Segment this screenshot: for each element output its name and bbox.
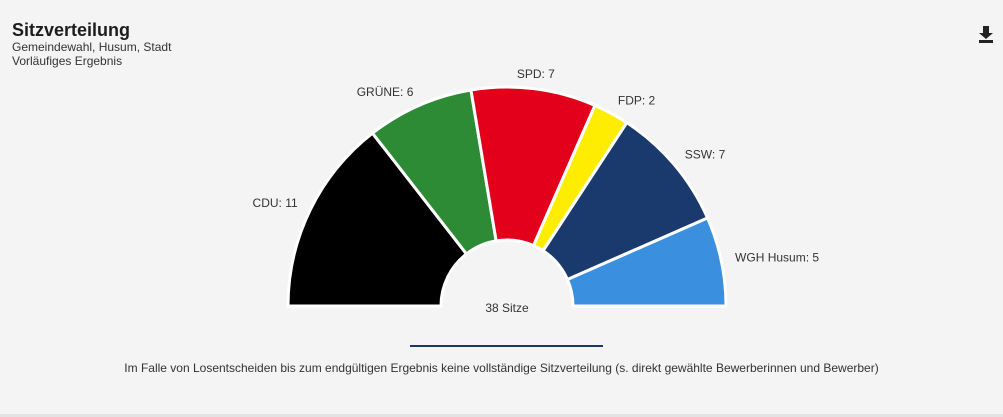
slice-ssw[interactable]	[541, 120, 710, 282]
chart-title: Sitzverteilung	[12, 20, 131, 40]
slice-label-grüne: GRÜNE: 6	[357, 85, 414, 99]
divider-line	[410, 345, 603, 347]
download-icon-glyph	[979, 26, 993, 43]
center-label: 38 Sitze	[485, 301, 529, 315]
chart-subtitle-status: Vorläufiges Ergebnis	[12, 54, 123, 68]
slice-label-ssw: SSW: 7	[685, 148, 726, 162]
slice-label-cdu: CDU: 11	[253, 196, 298, 210]
slice-label-spd: SPD: 7	[517, 67, 555, 81]
chart-subtitle-election: Gemeindewahl, Husum, Stadt	[12, 40, 172, 54]
footnote: Im Falle von Losentscheiden bis zum endg…	[124, 361, 879, 375]
slice-wgh-husum[interactable]	[565, 216, 728, 308]
slice-cdu[interactable]	[286, 131, 469, 308]
slice-label-fdp: FDP: 2	[618, 93, 656, 107]
download-icon[interactable]	[977, 24, 995, 44]
slice-spd[interactable]	[469, 85, 597, 248]
bottom-border	[0, 414, 1003, 417]
slice-label-wgh-husum: WGH Husum: 5	[735, 250, 819, 264]
